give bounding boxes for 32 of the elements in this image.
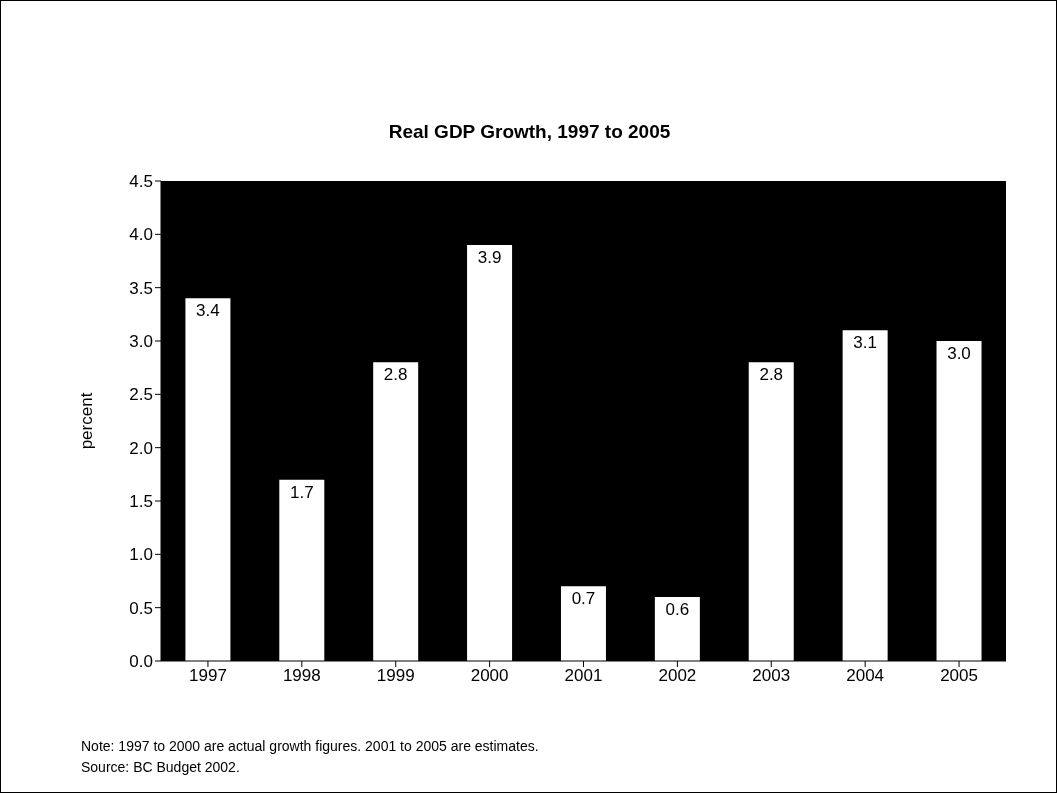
y-tick-label: 3.5 [129,278,153,298]
text: Note: 1997 to 2000 are actual growth figures. 2001 to 2005 are estimates. [81,737,539,756]
y-tick-label: 0.5 [129,598,153,618]
y-tick-label: 3.0 [129,332,153,352]
data-label: 3.4 [196,301,220,321]
y-tick-label: 2.5 [129,385,153,405]
x-tick-label: 1998 [282,666,321,686]
data-label: 3.1 [853,333,877,353]
data-label: 2.8 [759,365,784,385]
data-label: 3.0 [947,344,971,364]
y-tick-label: 4.0 [129,225,153,245]
y-tick-label: 1.0 [129,545,153,565]
source-note: Source: BC Budget 2002. [81,758,241,777]
y-tick-label: 1.5 [129,492,153,512]
x-tick-label: 2004 [846,666,885,686]
x-tick-label: 1997 [189,666,227,686]
x-tick-label: 2005 [940,666,978,686]
y-tick-label: 4.5 [129,172,153,192]
x-tick-label: 2001 [564,666,603,686]
data-label: 0.6 [665,600,690,620]
data-label: 0.7 [571,589,596,609]
data-label: 1.7 [289,482,314,502]
data-label: 3.9 [477,248,502,268]
x-tick-label: 1999 [376,666,415,686]
x-tick-label: 2002 [658,666,697,686]
y-tick-label: 2.0 [129,438,153,458]
y-tick-label: 0.0 [129,652,153,672]
data-label: 2.8 [383,365,408,385]
x-tick-label: 2000 [470,666,509,686]
x-tick-label: 2003 [752,666,791,686]
y-axis-title: percent [77,392,97,450]
chart-title: Real GDP Growth, 1997 to 2005 [387,121,672,143]
